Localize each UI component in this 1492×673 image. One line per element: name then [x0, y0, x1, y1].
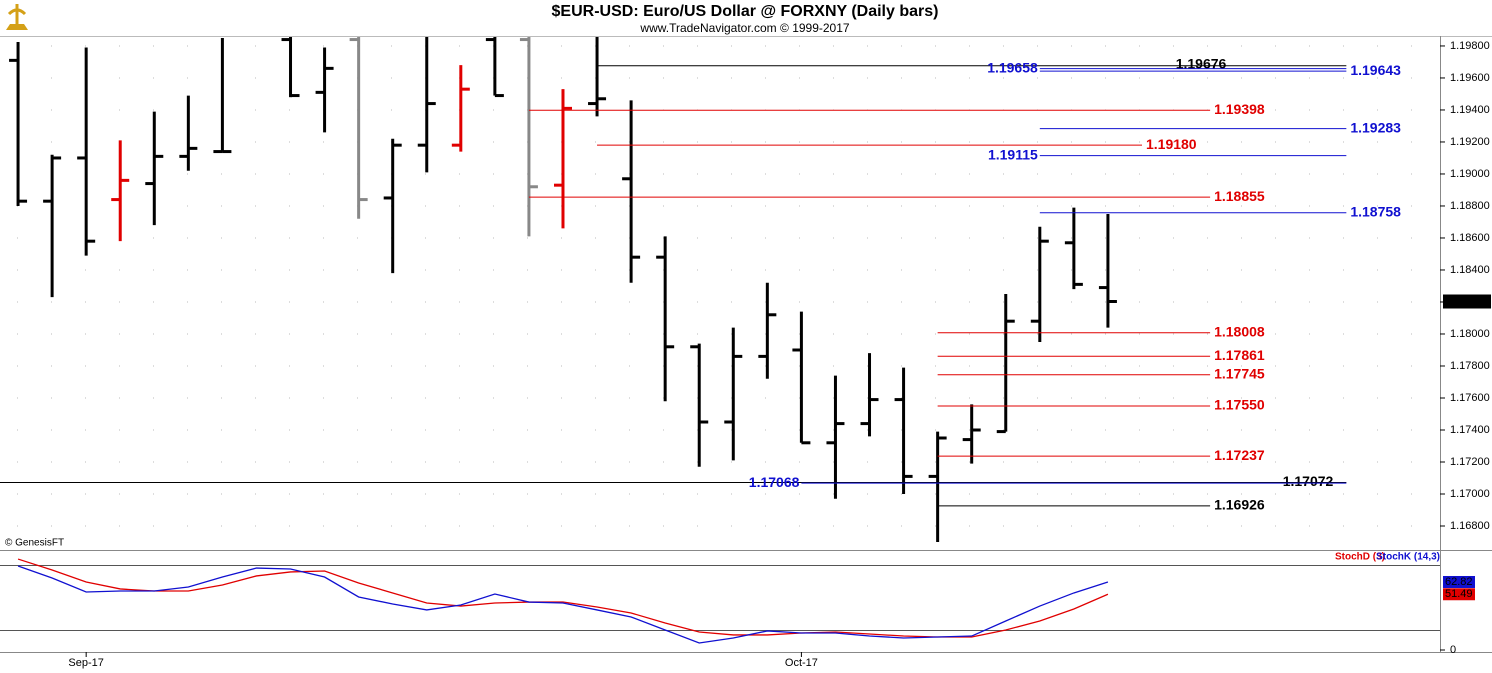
y-tick-label: 1.19000	[1450, 168, 1490, 180]
x-tick-label: Oct-17	[785, 657, 818, 669]
level-label: 1.19180	[1146, 136, 1197, 152]
y-tick-label: 1.17400	[1450, 424, 1490, 436]
last-value-label: 51.49	[1445, 588, 1473, 600]
logo	[6, 4, 28, 30]
level-label: 1.17072	[1283, 473, 1334, 489]
last-value-label: 62.82	[1445, 576, 1473, 588]
y-tick-label: 1.18000	[1450, 328, 1490, 340]
level-label: 1.16926	[1214, 497, 1265, 513]
level-label: 1.19398	[1214, 101, 1265, 117]
level-label: 1.18008	[1214, 323, 1265, 339]
level-label: 1.17237	[1214, 447, 1265, 463]
y-tick-label: 1.19800	[1450, 40, 1490, 52]
y-tick-label: 1.17200	[1450, 456, 1490, 468]
y-tick-label: 0	[1450, 644, 1456, 656]
x-tick-label: Sep-17	[68, 657, 103, 669]
y-tick-label: 1.19400	[1450, 104, 1490, 116]
level-label: 1.19643	[1350, 62, 1401, 78]
y-tick-label: 1.17600	[1450, 392, 1490, 404]
stoch-line	[17, 565, 1109, 644]
level-label: 1.17745	[1214, 365, 1265, 381]
level-label: 1.17068	[749, 474, 800, 490]
last-value-box	[1443, 588, 1475, 601]
overlay: 1.16800 1.17000 1.17200 1.17400 1.17600 1.178…	[0, 40, 1491, 669]
level-label: 1.18855	[1214, 188, 1265, 204]
y-tick-label: 1.18400	[1450, 264, 1490, 276]
level-label: 1.19283	[1350, 119, 1401, 135]
last-value-box	[1443, 294, 1491, 309]
source-note: © GenesisFT	[5, 538, 64, 549]
stoch-panel	[17, 558, 1109, 644]
level-label: 1.17550	[1214, 397, 1265, 413]
y-tick-label: 1.17800	[1450, 360, 1490, 372]
level-label: 1.19658	[987, 59, 1038, 75]
level-label: 1.18758	[1350, 203, 1401, 219]
last-value-box	[1443, 575, 1475, 588]
legend-entry: StochD (3)	[1335, 552, 1385, 563]
y-tick-label: 1.19200	[1450, 136, 1490, 148]
y-tick-label: 1.18600	[1450, 232, 1490, 244]
price-panel	[0, 37, 1440, 542]
y-tick-label: 1.18800	[1450, 200, 1490, 212]
level-label: 1.19115	[988, 146, 1038, 162]
level-label: 1.17861	[1214, 347, 1265, 363]
chart-title: $EUR-USD: Euro/US Dollar @ FORXNY (Daily…	[552, 3, 939, 20]
y-tick-label: 1.19600	[1450, 72, 1490, 84]
chart-subtitle: www.TradeNavigator.com © 1999-2017	[639, 21, 849, 35]
y-tick-label: 1.17000	[1450, 488, 1490, 500]
y-tick-label: 1.16800	[1450, 520, 1490, 532]
level-label: 1.19676	[1176, 56, 1227, 72]
legend-entry: StochK (14,3)	[1376, 552, 1440, 563]
last-value-label: 1.18203	[1446, 295, 1486, 307]
